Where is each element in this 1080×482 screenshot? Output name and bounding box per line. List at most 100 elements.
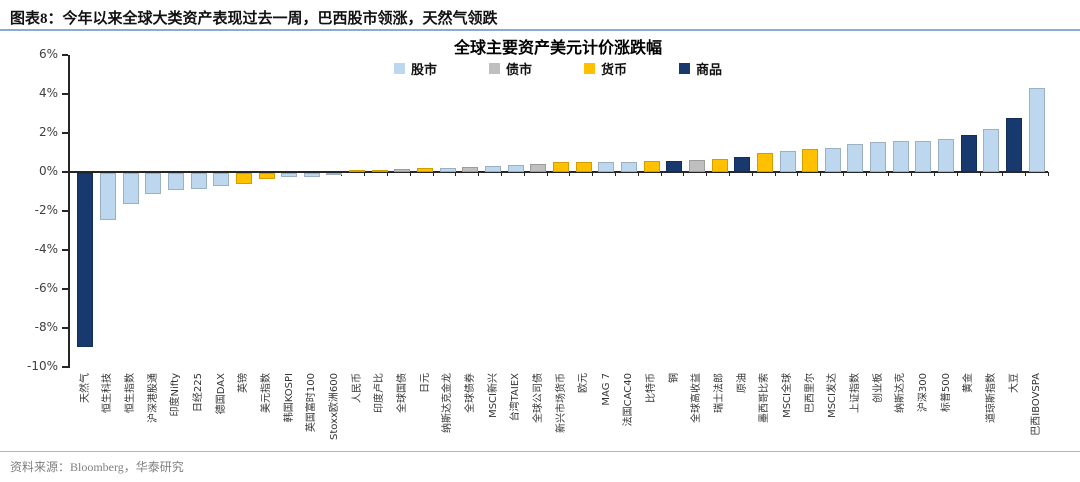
x-axis-label-台湾TAIEX: 台湾TAIEX [510,373,522,422]
x-axis-tick [911,172,913,176]
chart-title: 全球主要资产美元计价涨跌幅 [453,40,662,57]
y-axis-tick [62,171,68,173]
x-axis-label-比特币: 比特币 [646,373,658,403]
source-note: 资料来源：Bloomberg，华泰研究 [10,460,184,474]
x-axis-label-德国DAX: 德国DAX [215,373,227,415]
bar-恒生指数 [122,173,139,205]
bar-全球债券 [462,167,479,172]
x-axis-label-标普500: 标普500 [940,373,952,413]
bar-德国DAX [213,173,230,186]
x-axis-label-欧元: 欧元 [578,373,590,393]
x-axis-label-全球债券: 全球债券 [464,373,476,413]
bar-铜 [666,160,683,172]
bar-墨西哥比索 [756,152,773,172]
x-axis-label-原油: 原油 [736,373,748,393]
bar-标普500 [938,138,955,172]
legend-item-1: 股市 [393,59,437,78]
x-axis-label-韩国KOSPI: 韩国KOSPI [283,373,295,423]
x-axis-label-印度Nifty: 印度Nifty [170,373,182,417]
legend-swatch-icon [584,63,595,74]
zero-baseline [68,171,1048,173]
legend-item-3: 货币 [584,59,627,78]
chart-legend: 股市 债市 货币 商品 [68,59,1048,78]
x-axis-label-上证指数: 上证指数 [849,373,861,413]
bar-上证指数 [847,143,864,172]
x-axis-label-MAG 7: MAG 7 [600,373,612,406]
x-axis-label-Stoxx欧洲600: Stoxx欧洲600 [328,373,340,441]
x-axis-tick [842,172,844,176]
bar-全球国债 [394,169,411,172]
x-axis-tick [546,172,548,176]
bar-MSCI新兴 [485,166,502,172]
x-axis-tick [865,172,867,176]
x-axis-tick [934,172,936,176]
caption-divider [0,29,1080,31]
bar-欧元 [575,162,592,172]
bar-瑞士法郎 [711,159,728,172]
x-axis-tick [523,172,525,176]
bar-道琼斯指数 [983,129,1000,172]
legend-item-2: 债市 [488,59,532,78]
x-axis-label-MSCI新兴: MSCI新兴 [487,373,499,418]
y-axis-label: -6% [34,281,58,295]
x-axis-tick [979,172,981,176]
bar-日元 [417,168,434,172]
x-axis-label-全球高收益: 全球高收益 [691,373,703,423]
bar-天然气 [77,173,94,347]
x-axis-label-印度卢比: 印度卢比 [374,373,386,413]
x-axis-tick [683,172,685,176]
source-divider [0,451,1080,452]
x-axis-tick [751,172,753,176]
x-axis-label-巴西IBOVSPA: 巴西IBOVSPA [1031,373,1043,436]
x-axis-tick [1025,172,1027,176]
y-axis-label: 6% [38,47,58,61]
bar-新兴市场货币 [553,162,569,172]
x-axis-tick [820,172,822,176]
x-axis-tick [432,172,434,176]
x-axis-tick [637,172,639,176]
bar-印度Nifty [167,173,184,190]
bar-巴西IBOVSPA [1028,88,1045,172]
x-axis-label-沪深港股通: 沪深港股通 [147,373,159,423]
legend-label: 债市 [505,62,532,77]
bar-黄金 [960,134,977,172]
y-axis-tick [62,93,68,95]
bar-英镑 [235,173,252,184]
y-axis-tick [62,366,68,368]
x-axis-tick [364,172,366,176]
bar-韩国KOSPI [281,173,298,177]
x-axis-tick [774,172,776,176]
figure-caption: 图表8：今年以来全球大类资产表现过去一周，巴西股市领涨，天然气领跌 [10,7,1070,28]
x-axis-label-大豆: 大豆 [1008,373,1020,393]
x-axis-tick [478,172,480,176]
x-axis-label-英国富时100: 英国富时100 [306,373,318,433]
legend-swatch-icon [393,63,405,74]
x-axis-tick [614,172,616,176]
legend-label: 股市 [410,62,437,77]
y-axis-label: 2% [38,125,58,139]
bar-创业板 [870,141,887,172]
x-axis-tick [387,172,389,176]
bar-人民币 [349,170,366,173]
x-axis-label-纳斯达克金龙: 纳斯达克金龙 [442,373,454,433]
y-axis-label: -8% [34,320,58,334]
y-axis-tick [62,288,68,290]
bar-英国富时100 [303,173,320,177]
bar-沪深300 [915,140,932,172]
x-axis-label-全球公司债: 全球公司债 [532,373,544,423]
x-axis-tick [660,172,662,176]
x-axis-label-天然气: 天然气 [79,373,91,403]
x-axis-label-MSCI全球: MSCI全球 [782,373,793,418]
bar-纳斯达克金龙 [439,168,456,172]
legend-item-4: 商品 [679,59,722,78]
bar-Stoxx欧洲600 [326,173,343,175]
y-axis-tick [62,132,68,134]
x-axis-label-法国CAC40: 法国CAC40 [623,373,635,427]
x-axis-tick [409,172,411,176]
x-axis-label-MSCI发达: MSCI发达 [827,373,839,418]
figure-title: 今年以来全球大类资产表现过去一周，巴西股市领涨，天然气领跌 [62,11,498,27]
bar-大豆 [1006,118,1023,172]
y-axis-label: -10% [26,359,58,373]
x-axis-label-沪深300: 沪深300 [917,373,929,413]
